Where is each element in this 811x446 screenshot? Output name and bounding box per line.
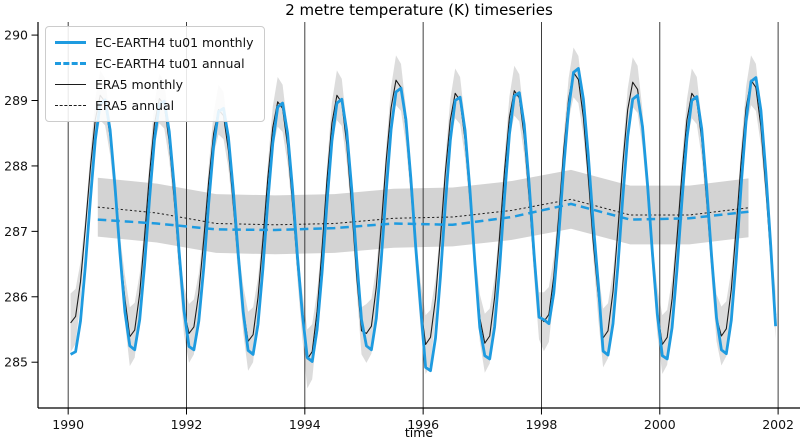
era5-annual-line-sample-icon bbox=[55, 105, 86, 106]
legend-item-ec-earth4-annual: EC-EARTH4 tu01 annual bbox=[55, 55, 253, 72]
x-tick-label: 1996 bbox=[407, 417, 439, 432]
legend-item-ec-earth4-monthly: EC-EARTH4 tu01 monthly bbox=[55, 34, 253, 51]
x-tick-label: 1994 bbox=[289, 417, 321, 432]
y-tick-label: 290 bbox=[4, 28, 28, 43]
x-tick-label: 1992 bbox=[171, 417, 203, 432]
chart-title: 2 metre temperature (K) timeseries bbox=[285, 1, 553, 19]
ec-earth4-annual-line-sample-icon bbox=[55, 62, 86, 65]
y-tick-label: 287 bbox=[4, 224, 28, 239]
legend-label: ERA5 monthly bbox=[95, 77, 183, 92]
legend-item-era5-monthly: ERA5 monthly bbox=[55, 76, 253, 93]
y-tick-label: 288 bbox=[4, 158, 28, 173]
legend: EC-EARTH4 tu01 monthly EC-EARTH4 tu01 an… bbox=[45, 26, 266, 122]
x-axis-label: time bbox=[404, 425, 434, 440]
x-tick-label: 1998 bbox=[526, 417, 558, 432]
x-tick-label: 2000 bbox=[644, 417, 676, 432]
y-tick-label: 285 bbox=[4, 355, 28, 370]
ec-earth4-monthly-line bbox=[69, 67, 777, 373]
x-tick-label: 2002 bbox=[762, 417, 794, 432]
era5-annual-line bbox=[97, 198, 749, 226]
legend-label: EC-EARTH4 tu01 annual bbox=[95, 56, 245, 71]
legend-label: ERA5 annual bbox=[95, 98, 175, 113]
x-tick-label: 1990 bbox=[52, 417, 84, 432]
ec-earth4-monthly-line-sample-icon bbox=[55, 41, 86, 44]
y-tick-label: 286 bbox=[4, 289, 28, 304]
era5-monthly-line-sample-icon bbox=[55, 84, 86, 85]
legend-label: EC-EARTH4 tu01 monthly bbox=[95, 35, 254, 50]
legend-item-era5-annual: ERA5 annual bbox=[55, 97, 253, 114]
y-tick-label: 289 bbox=[4, 93, 28, 108]
